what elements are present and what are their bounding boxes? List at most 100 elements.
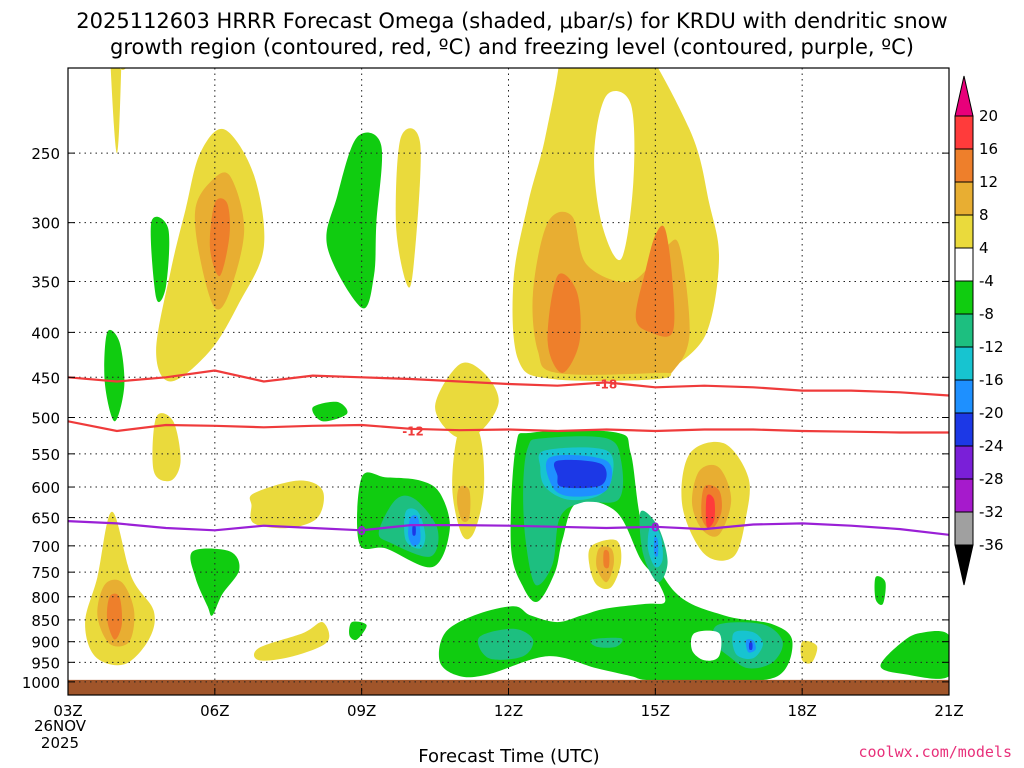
y-tick-label-550: 550 — [31, 446, 60, 464]
omega-shading — [85, 68, 949, 682]
x-tick-label-06Z: 06Z — [200, 702, 229, 720]
omega-region-50 — [748, 642, 753, 651]
omega-region-4 — [150, 216, 170, 303]
colorbar-label-8: -16 — [979, 371, 1004, 389]
colorbar-segment-0 — [954, 115, 974, 150]
x-tick-label-18Z: 18Z — [787, 702, 816, 720]
y-tick-label-900: 900 — [31, 634, 60, 652]
contour-line-1 — [68, 420, 949, 434]
y-tick-label-250: 250 — [31, 145, 60, 163]
omega-region-29 — [253, 621, 330, 661]
contour-labels: -18 -12 0 0 — [357, 378, 659, 538]
colorbar-segment-2 — [954, 181, 974, 216]
omega-region-16 — [452, 423, 485, 540]
contour-lines — [68, 369, 949, 536]
y-tick-label-600: 600 — [31, 479, 60, 497]
chart-title-line1: 2025112603 HRRR Forecast Omega (shaded, … — [76, 9, 947, 33]
colorbar-label-3: 8 — [979, 206, 989, 224]
contour-label-1: -12 — [402, 424, 424, 438]
y-tick-label-450: 450 — [31, 369, 60, 387]
colorbar-label-0: 20 — [979, 107, 998, 125]
omega-region-9 — [312, 401, 348, 422]
y-tick-label-850: 850 — [31, 612, 60, 630]
y-tick-label-750: 750 — [31, 564, 60, 582]
date-label-year: 2025 — [41, 734, 79, 752]
credit-link[interactable]: coolwx.com/models — [858, 743, 1012, 761]
omega-region-15 — [594, 91, 635, 261]
contour-label-3: 0 — [651, 520, 659, 534]
y-tick-label-500: 500 — [31, 409, 60, 427]
omega-region-53 — [874, 576, 886, 605]
omega-region-35 — [412, 525, 416, 536]
contour-label-0: -18 — [596, 378, 618, 392]
date-label-day: 26NOV — [34, 717, 87, 735]
x-axis-label: Forecast Time (UTC) — [418, 746, 599, 767]
x-tick-label-03Z: 03Z — [53, 702, 82, 720]
chart-title-line2: growth region (contoured, red, ºC) and f… — [110, 35, 914, 59]
colorbar-label-2: 12 — [979, 173, 998, 191]
colorbar-segment-4 — [954, 247, 974, 282]
omega-region-27 — [106, 593, 123, 640]
omega-region-7 — [104, 329, 125, 422]
omega-region-17 — [457, 485, 471, 523]
x-tick-label-09Z: 09Z — [347, 702, 376, 720]
omega-region-8 — [152, 413, 181, 482]
colorbar-label-12: -32 — [979, 503, 1004, 521]
omega-region-52 — [690, 630, 722, 661]
terrain-fill — [68, 679, 949, 695]
x-tick-label-15Z: 15Z — [641, 702, 670, 720]
omega-region-24 — [603, 549, 610, 569]
x-tick-label-12Z: 12Z — [494, 702, 523, 720]
colorbar-label-5: -4 — [979, 272, 994, 290]
y-tick-label-650: 650 — [31, 510, 60, 528]
colorbar-segment-5 — [954, 280, 974, 315]
colorbar-label-9: -20 — [979, 404, 1004, 422]
y-tick-label-950: 950 — [31, 654, 60, 672]
x-axis-ticks: 03Z 06Z 09Z 12Z 15Z 18Z 21Z — [53, 688, 964, 720]
colorbar-segment-8 — [954, 379, 974, 414]
y-tick-label-300: 300 — [31, 215, 60, 233]
contour-label-2: 0 — [357, 524, 365, 538]
omega-region-13 — [547, 273, 581, 373]
y-tick-label-350: 350 — [31, 273, 60, 291]
contour-line-2 — [68, 520, 949, 536]
omega-region-51 — [590, 637, 623, 648]
colorbar-label-4: 4 — [979, 239, 989, 257]
y-tick-label-400: 400 — [31, 324, 60, 342]
colorbar-bottom-triangle — [954, 544, 974, 586]
omega-region-37 — [349, 621, 367, 641]
omega-region-42 — [553, 459, 607, 489]
colorbar-top-triangle — [954, 75, 974, 117]
omega-region-54 — [880, 630, 949, 679]
omega-region-46 — [477, 628, 534, 660]
contour-line-0 — [68, 369, 949, 397]
omega-region-30 — [800, 640, 818, 664]
omega-region-45 — [653, 536, 659, 557]
colorbar-label-6: -8 — [979, 305, 994, 323]
colorbar-label-7: -12 — [979, 338, 1004, 356]
omega-region-36 — [190, 548, 240, 616]
omega-region-5 — [326, 132, 383, 309]
y-tick-label-1000: 1000 — [22, 674, 60, 692]
colorbar-segment-1 — [954, 148, 974, 183]
omega-region-6 — [395, 128, 421, 288]
terrain-layer — [68, 679, 949, 695]
colorbar-segment-11 — [954, 478, 974, 513]
colorbar-label-10: -24 — [979, 437, 1004, 455]
omega-region-14 — [635, 225, 675, 337]
omega-region-28 — [249, 480, 324, 529]
y-tick-label-700: 700 — [31, 538, 60, 556]
colorbar-label-11: -28 — [979, 470, 1004, 488]
colorbar-segment-12 — [954, 511, 974, 546]
colorbar-label-1: 16 — [979, 140, 998, 158]
colorbar-segment-7 — [954, 346, 974, 381]
colorbar-segment-3 — [954, 214, 974, 249]
y-axis-ticks: 250 300 350 400 450 500 550 600 650 700 750 800 850 9… — [22, 145, 949, 692]
colorbar-segment-10 — [954, 445, 974, 480]
colorbar: 20 16 12 8 4 -4 -8 -12 -16 -20 -24 -28 -32 -36 — [954, 75, 1004, 586]
x-tick-label-21Z: 21Z — [934, 702, 963, 720]
colorbar-segment-6 — [954, 313, 974, 348]
omega-region-21 — [705, 494, 715, 528]
y-tick-label-800: 800 — [31, 589, 60, 607]
